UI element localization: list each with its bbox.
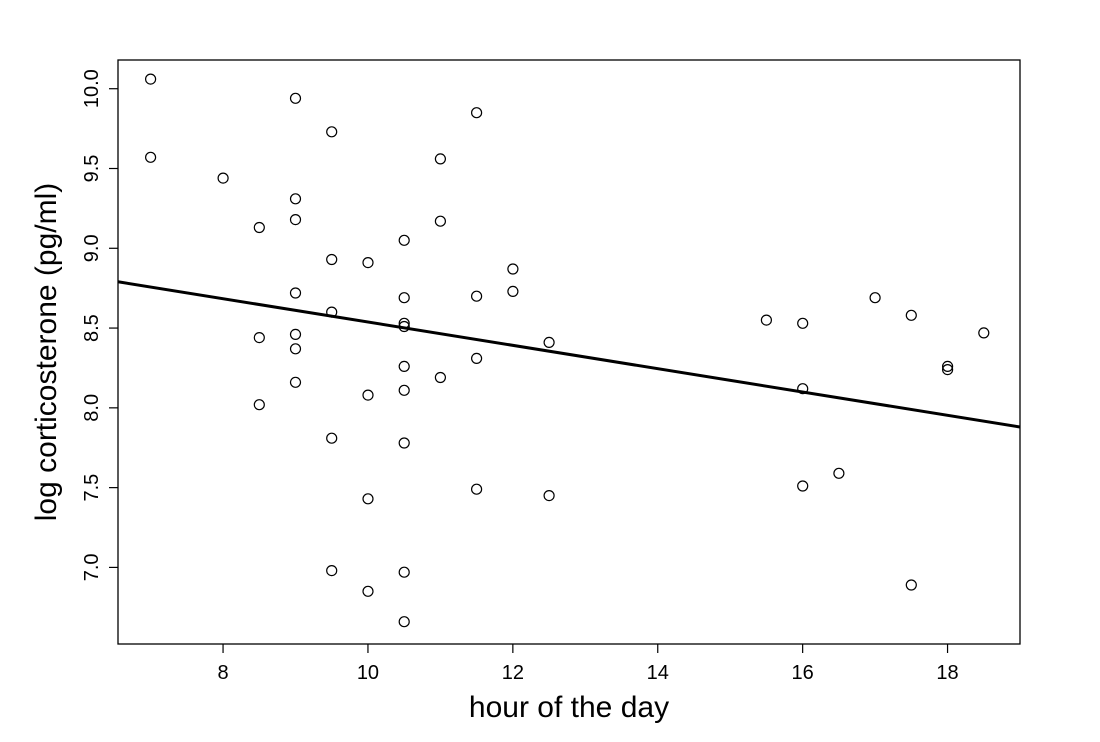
data-point: [217, 172, 229, 184]
x-tick-label: 16: [792, 662, 814, 684]
data-point: [760, 314, 773, 326]
data-point: [543, 490, 555, 502]
data-point: [289, 328, 302, 340]
data-point: [471, 483, 483, 495]
data-point: [941, 360, 954, 372]
data-point: [398, 320, 410, 333]
data-point: [905, 579, 917, 591]
data-point: [398, 437, 410, 449]
data-point: [507, 285, 519, 297]
data-point: [543, 336, 555, 348]
data-point: [434, 371, 446, 384]
y-axis: 7.0 7.5 8.0 8.5 9.0 9.5 10.0: [81, 69, 118, 581]
data-point: [434, 215, 446, 227]
data-point: [434, 153, 446, 165]
data-point: [362, 493, 374, 505]
data-point: [326, 432, 338, 444]
data-point: [398, 616, 410, 628]
regression-line: [117, 280, 1021, 429]
data-point: [978, 327, 990, 339]
y-tick-label: 7.5: [81, 474, 103, 502]
y-axis-label: log corticosterone (pg/ml): [30, 183, 63, 521]
x-tick-label: 10: [357, 662, 379, 684]
data-point: [471, 107, 483, 119]
data-point: [905, 309, 917, 321]
data-point: [326, 564, 338, 577]
data-point: [253, 221, 265, 234]
y-tick-label: 9.0: [81, 234, 103, 262]
y-tick-label: 8.5: [81, 314, 103, 342]
data-point: [289, 214, 302, 226]
data-point: [797, 480, 809, 492]
data-point: [253, 399, 265, 411]
y-tick-label: 8.0: [81, 394, 103, 422]
data-point: [869, 292, 881, 304]
x-axis-label: hour of the day: [469, 691, 669, 724]
data-point: [326, 253, 338, 266]
data-point: [398, 360, 410, 372]
x-tick-label: 18: [936, 662, 958, 684]
data-point: [398, 292, 410, 304]
data-point: [398, 317, 410, 329]
data-point: [362, 257, 374, 269]
plot-area: [117, 73, 1021, 628]
data-point: [398, 234, 410, 246]
data-point: [362, 585, 374, 597]
data-point: [289, 92, 302, 104]
data-point: [507, 263, 519, 275]
data-point: [145, 151, 157, 163]
x-tick-label: 14: [647, 662, 669, 684]
data-point: [289, 287, 302, 299]
y-tick-label: 7.0: [81, 553, 103, 581]
data-point: [289, 193, 302, 205]
data-point: [797, 383, 809, 395]
data-point: [471, 290, 483, 302]
data-point: [833, 467, 845, 479]
data-point: [398, 566, 410, 578]
x-axis: 8 10 12 14 16 18: [217, 644, 959, 684]
y-tick-label: 10.0: [81, 69, 103, 108]
data-point: [289, 376, 302, 388]
data-points: [145, 73, 990, 628]
data-point: [797, 317, 809, 329]
x-tick-label: 8: [217, 662, 228, 684]
data-point: [362, 389, 374, 401]
data-point: [326, 306, 338, 318]
data-point: [471, 352, 483, 364]
data-point: [253, 332, 265, 344]
data-point: [941, 364, 954, 376]
data-point: [326, 126, 338, 138]
data-point: [289, 343, 302, 355]
y-tick-label: 9.5: [81, 155, 103, 183]
x-tick-label: 12: [502, 662, 524, 684]
data-point: [145, 73, 157, 85]
plot-frame: [117, 59, 1021, 645]
data-point: [398, 384, 410, 396]
